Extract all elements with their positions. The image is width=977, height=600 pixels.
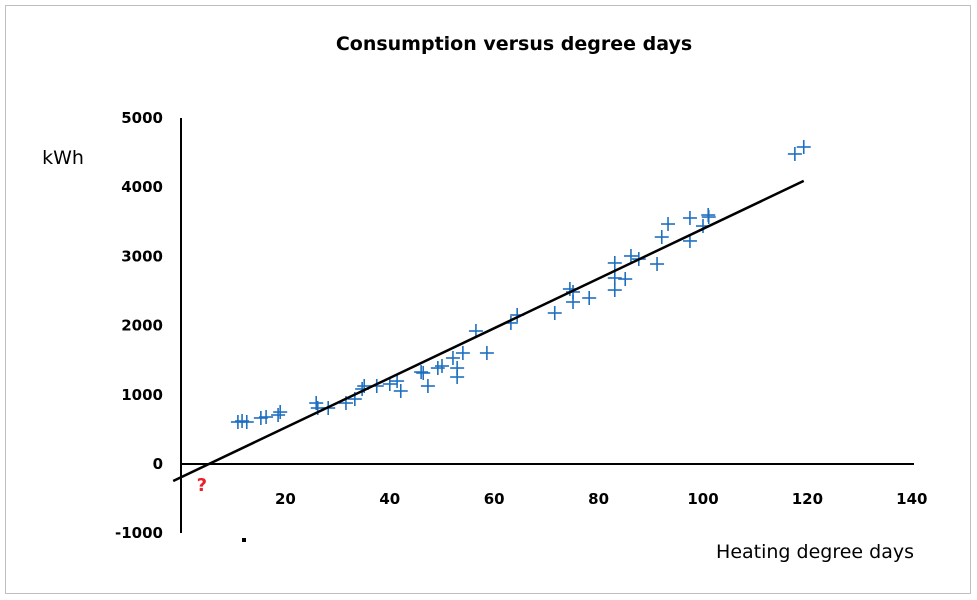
- data-point: [390, 374, 405, 389]
- x-tick-label: 80: [588, 490, 609, 508]
- chart-title: Consumption versus degree days: [336, 33, 692, 55]
- data-point: [455, 346, 470, 361]
- data-point: [271, 408, 286, 423]
- x-tick-label: 120: [792, 490, 823, 508]
- y-tick-labels: 5000 4000 3000 2000 1000 0 -1000: [115, 109, 163, 542]
- data-point: [393, 383, 408, 398]
- data-point: [654, 230, 669, 245]
- data-point: [435, 359, 449, 374]
- y-tick-label: 4000: [121, 178, 163, 196]
- data-points: [230, 139, 811, 429]
- data-point: [273, 405, 288, 420]
- x-tick-label: 20: [275, 490, 296, 508]
- data-point: [382, 377, 397, 392]
- x-tick-label: 140: [896, 490, 927, 508]
- stray-dot: [242, 538, 246, 542]
- data-point: [701, 210, 716, 225]
- axes: [180, 118, 914, 533]
- y-axis-label: kWh: [42, 147, 84, 169]
- y-tick-label: 2000: [121, 317, 163, 335]
- x-tick-label: 100: [687, 490, 718, 508]
- data-point: [607, 255, 622, 270]
- data-point: [787, 146, 802, 161]
- data-point: [416, 366, 431, 381]
- data-point: [450, 370, 465, 385]
- data-point: [566, 295, 581, 310]
- y-tick-label: 3000: [121, 247, 163, 265]
- x-tick-label: 60: [484, 490, 505, 508]
- data-point: [682, 210, 697, 225]
- data-point: [650, 257, 665, 272]
- data-point: [414, 365, 429, 380]
- data-point: [582, 290, 597, 305]
- x-axis-label: Heating degree days: [716, 541, 914, 563]
- x-tick-label: 40: [379, 490, 400, 508]
- data-point: [661, 217, 676, 232]
- data-point: [445, 350, 460, 365]
- y-tick-label: -1000: [115, 524, 163, 542]
- data-point: [259, 410, 274, 425]
- chart-frame: [5, 5, 971, 594]
- data-point: [607, 283, 622, 298]
- data-point: [547, 306, 562, 321]
- data-point: [239, 414, 254, 429]
- data-point: [479, 346, 494, 361]
- data-point: [618, 272, 633, 287]
- data-point: [607, 270, 622, 285]
- y-tick-label: 5000: [121, 109, 163, 127]
- trendline: [172, 179, 805, 483]
- data-point: [623, 248, 638, 263]
- question-mark-annotation: ?: [197, 475, 207, 496]
- x-tick-labels: 20 40 60 80 100 120 140: [275, 490, 927, 508]
- data-point: [796, 139, 811, 154]
- y-tick-label: 0: [153, 455, 163, 473]
- data-point: [420, 379, 435, 394]
- trendline-group: [172, 179, 805, 483]
- y-tick-label: 1000: [121, 386, 163, 404]
